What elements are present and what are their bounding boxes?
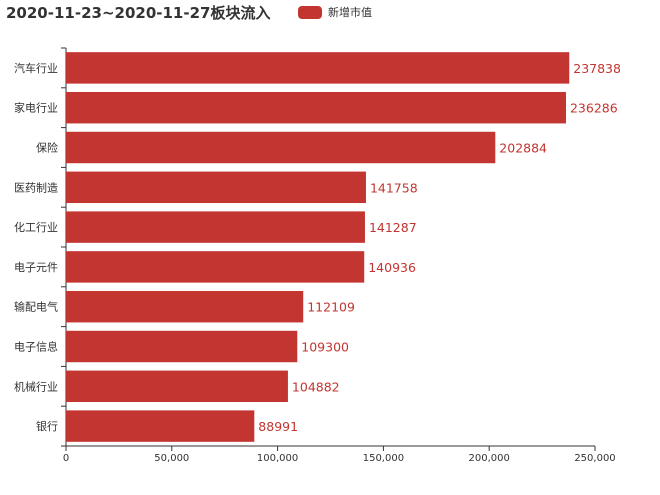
x-tick-label: 50,000	[154, 453, 189, 464]
bar	[66, 91, 566, 124]
category-label: 医药制造	[14, 180, 58, 194]
data-label: 112109	[307, 300, 355, 315]
legend-swatch	[298, 5, 322, 19]
bar	[66, 251, 365, 283]
category-label: 化工行业	[14, 220, 58, 234]
x-tick-label: 100,000	[257, 453, 298, 464]
data-label: 237838	[573, 61, 621, 76]
data-label: 141287	[369, 220, 417, 235]
bar	[66, 290, 304, 323]
category-label: 电子元件	[14, 261, 58, 274]
bar	[66, 211, 365, 243]
category-label: 输配电气	[14, 300, 58, 314]
x-tick-label: 250,000	[574, 453, 615, 464]
category-label: 电子信息	[14, 340, 58, 354]
category-label: 家电行业	[14, 101, 58, 115]
bar	[66, 370, 288, 403]
bar	[66, 410, 255, 442]
data-label: 140936	[368, 260, 416, 275]
x-tick-label: 0	[63, 453, 69, 464]
category-label: 汽车行业	[14, 61, 58, 75]
x-tick-label: 200,000	[469, 453, 510, 464]
category-label: 机械行业	[14, 379, 58, 393]
bar	[66, 131, 496, 164]
data-label: 236286	[570, 101, 618, 116]
legend-label: 新增市值	[328, 6, 372, 19]
data-label: 104882	[292, 379, 340, 394]
chart-title: 2020-11-23~2020-11-27板块流入	[6, 4, 271, 22]
category-label: 银行	[36, 419, 58, 433]
bar	[66, 171, 366, 204]
data-label: 109300	[301, 340, 349, 355]
category-label: 保险	[36, 141, 58, 155]
bar	[66, 330, 298, 363]
data-label: 141758	[370, 180, 418, 195]
data-label: 88991	[258, 419, 298, 434]
data-label: 202884	[499, 141, 547, 156]
x-tick-label: 150,000	[363, 453, 404, 464]
legend[interactable]: 新增市值	[298, 4, 372, 20]
bar	[66, 52, 570, 84]
